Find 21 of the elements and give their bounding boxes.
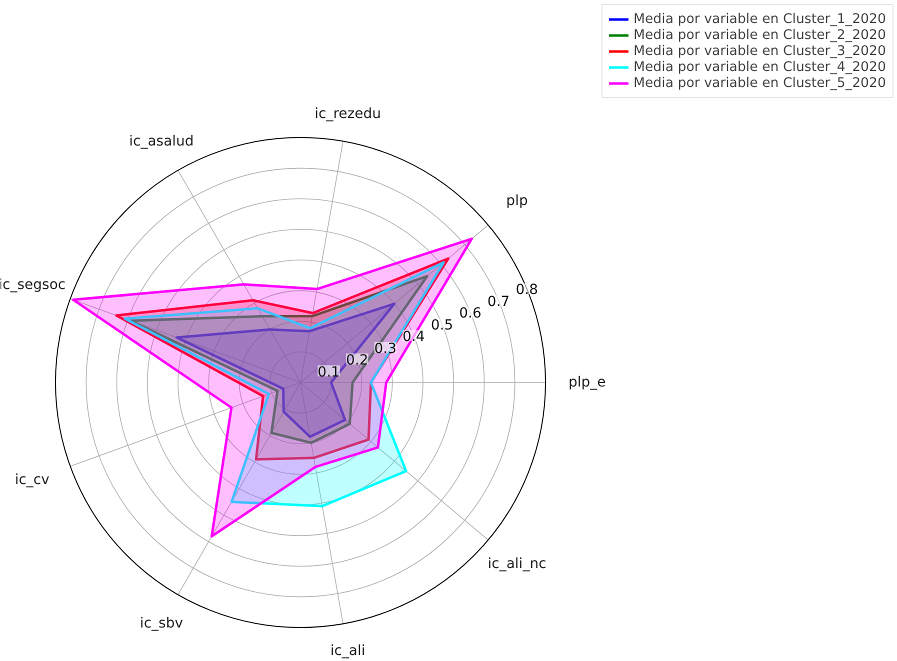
legend-label: Media por variable en Cluster_2_2020 — [633, 27, 886, 43]
spoke-label: ic_asalud — [129, 134, 194, 150]
spoke-label: plp_e — [568, 374, 606, 390]
y-tick-label: 0.1 — [318, 364, 340, 380]
spoke-label: ic_sbv — [140, 615, 183, 632]
y-tick-label: 0.6 — [459, 306, 482, 322]
legend-label: Media por variable en Cluster_3_2020 — [633, 43, 886, 59]
spoke-label: ic_ali — [330, 642, 366, 659]
y-tick-label: 0.7 — [487, 294, 510, 310]
y-tick-label: 0.8 — [516, 282, 538, 298]
y-tick-label: 0.4 — [402, 329, 425, 346]
spoke-label: ic_ali_nc — [488, 556, 546, 572]
spoke-label: ic_cv — [14, 472, 50, 488]
spoke-label: plp — [506, 192, 528, 209]
legend-label: Media por variable en Cluster_5_2020 — [633, 75, 886, 91]
y-tick-label: 0.3 — [374, 340, 397, 357]
y-tick-label: 0.5 — [430, 317, 454, 334]
y-tick-label: 0.2 — [346, 352, 368, 369]
spoke-label: ic_rezedu — [314, 106, 382, 122]
legend-label: Media por variable en Cluster_4_2020 — [633, 59, 886, 75]
legend-label: Media por variable en Cluster_1_2020 — [633, 11, 886, 27]
